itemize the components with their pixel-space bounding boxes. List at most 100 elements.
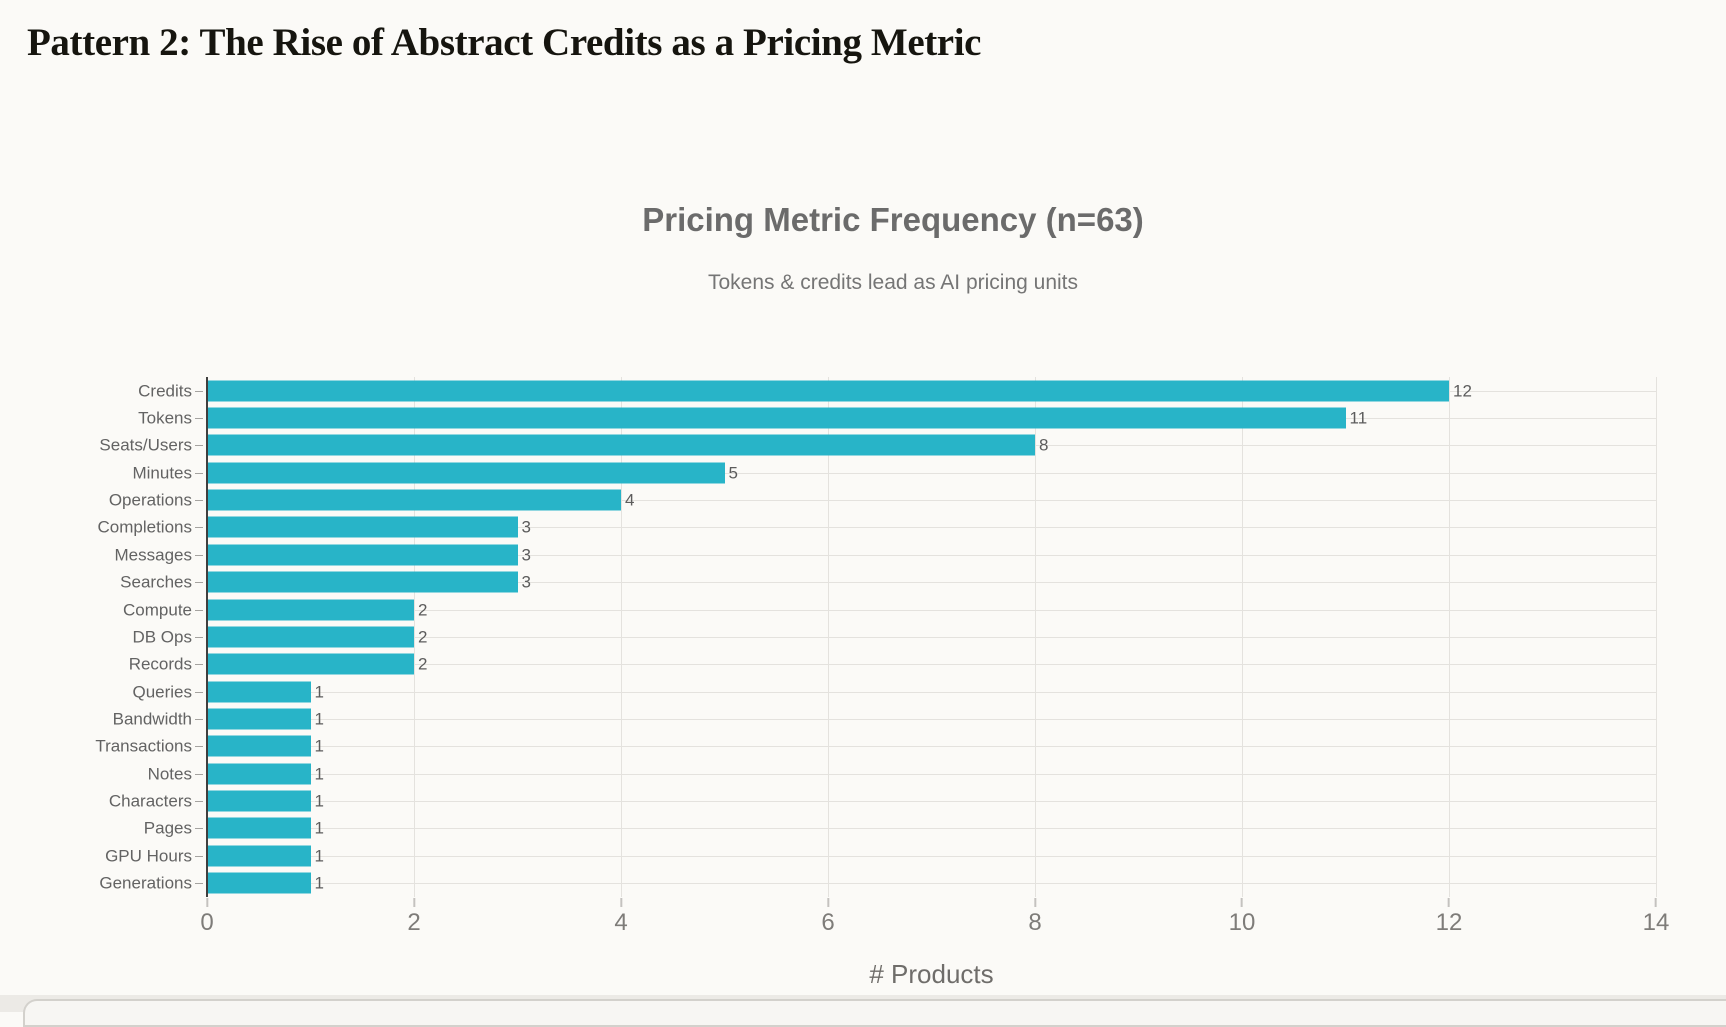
value-label: 2 [414,628,427,645]
x-tick-4: 4 [614,898,627,935]
value-label: 1 [311,765,324,782]
value-label: 3 [518,519,531,536]
gridline-y [207,856,1656,857]
bar-transactions [207,736,311,757]
value-label: 1 [311,738,324,755]
value-label: 1 [311,847,324,864]
x-tick-6: 6 [821,898,834,935]
bar-bandwidth [207,708,311,729]
y-tick-mark [195,774,203,775]
value-label: 5 [725,464,738,481]
gridline-y [207,746,1656,747]
gridline-y [207,774,1656,775]
x-tick-12: 12 [1436,898,1463,935]
x-tick-mark [206,898,208,907]
gridline-y [207,828,1656,829]
bar-db-ops [207,626,414,647]
x-tick-8: 8 [1028,898,1041,935]
value-label: 12 [1449,382,1472,399]
x-tick-label: 0 [200,911,213,935]
y-tick-mark [195,555,203,556]
y-tick-mark [195,500,203,501]
category-label: DB Ops [132,628,192,645]
bar-completions [207,517,518,538]
y-tick-mark [195,801,203,802]
category-label: Credits [138,382,192,399]
value-label: 1 [311,683,324,700]
gridline-y [207,883,1656,884]
gridline-y [207,801,1656,802]
category-label: Generations [99,875,192,892]
y-tick-mark [195,856,203,857]
x-tick-label: 6 [821,911,834,935]
gridline-y [207,692,1656,693]
category-label: Completions [98,519,193,536]
category-label: Seats/Users [99,437,192,454]
x-tick-mark [1448,898,1450,907]
value-label: 4 [621,492,634,509]
gridline-y [207,719,1656,720]
bar-operations [207,490,621,511]
bar-tokens [207,408,1346,429]
y-tick-mark [195,473,203,474]
bar-minutes [207,462,725,483]
y-tick-mark [195,692,203,693]
bar-messages [207,544,518,565]
category-label: Compute [123,601,192,618]
value-label: 1 [311,875,324,892]
x-tick-label: 12 [1436,911,1463,935]
x-tick-mark [1034,898,1036,907]
category-label: Minutes [132,464,192,481]
bar-credits [207,380,1449,401]
x-tick-10: 10 [1229,898,1256,935]
category-label: Operations [109,492,192,509]
x-tick-label: 8 [1028,911,1041,935]
y-tick-mark [195,719,203,720]
category-label: Queries [132,683,192,700]
x-tick-mark [413,898,415,907]
y-tick-mark [195,610,203,611]
bar-pages [207,818,311,839]
category-label: Notes [148,765,192,782]
value-label: 3 [518,574,531,591]
x-tick-0: 0 [200,898,213,935]
value-label: 1 [311,710,324,727]
bar-searches [207,572,518,593]
bar-records [207,654,414,675]
value-label: 3 [518,546,531,563]
category-label: Characters [109,793,192,810]
next-card-top-edge [23,999,1726,1027]
y-tick-mark [195,828,203,829]
chart-title: Pricing Metric Frequency (n=63) [60,201,1726,239]
bar-compute [207,599,414,620]
value-label: 11 [1346,410,1368,427]
x-tick-label: 10 [1229,911,1256,935]
category-label: Records [129,656,192,673]
category-label: Searches [120,574,192,591]
y-tick-mark [195,391,203,392]
y-tick-mark [195,582,203,583]
y-tick-mark [195,637,203,638]
x-axis-label: # Products [207,959,1656,990]
bar-gpu-hours [207,845,311,866]
x-tick-mark [827,898,829,907]
bar-queries [207,681,311,702]
x-tick-mark [1655,898,1657,907]
y-tick-mark [195,883,203,884]
category-label: GPU Hours [105,847,192,864]
y-tick-mark [195,664,203,665]
